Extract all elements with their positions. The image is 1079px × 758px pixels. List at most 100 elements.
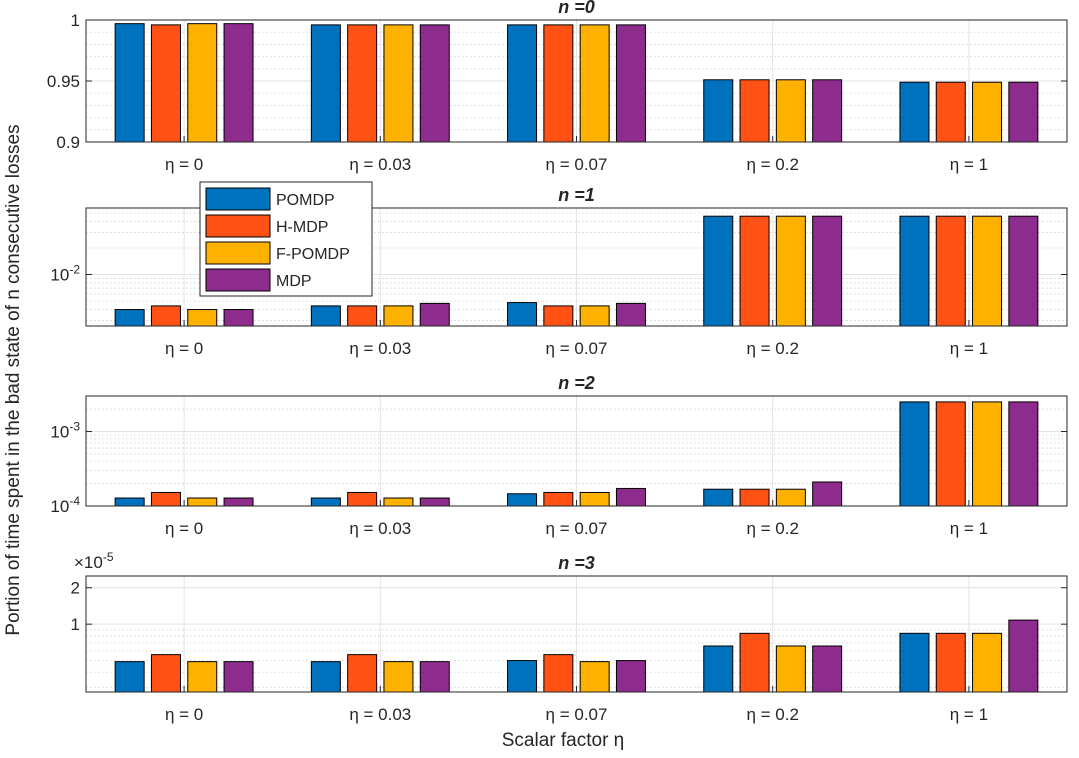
- bar-pomdp-0: [114, 497, 145, 507]
- bar-f-pomdp-3: [775, 645, 806, 693]
- y-tick-label: 2: [71, 579, 80, 598]
- bar-f-pomdp-4: [972, 401, 1003, 507]
- legend-swatch-f-pomdp: [205, 241, 271, 265]
- bar-pomdp-1: [310, 305, 341, 327]
- y-tick-label: 1: [71, 615, 80, 634]
- bar-mdp-1: [419, 661, 450, 693]
- bar-mdp-0: [223, 661, 254, 693]
- bar-h-mdp-2: [543, 305, 574, 327]
- y-tick-label: 10-3: [50, 420, 80, 442]
- bar-mdp-2: [615, 302, 646, 327]
- bar-pomdp-0: [114, 309, 145, 327]
- x-tick-label: η = 0.03: [349, 519, 411, 538]
- bar-mdp-2: [615, 24, 646, 143]
- bar-f-pomdp-0: [187, 661, 218, 693]
- y-axis-factor: ×10-5: [74, 550, 114, 572]
- x-tick-label: η = 0.03: [349, 155, 411, 174]
- bar-f-pomdp-1: [383, 497, 414, 507]
- bar-pomdp-4: [899, 81, 930, 143]
- bar-mdp-1: [419, 497, 450, 507]
- x-tick-label: η = 0.07: [546, 155, 608, 174]
- legend-label-f-pomdp: F-POMDP: [276, 246, 350, 263]
- legend-label-pomdp: POMDP: [276, 192, 335, 209]
- x-tick-label: η = 0.2: [746, 705, 798, 724]
- x-tick-label: η = 0.03: [349, 339, 411, 358]
- bar-pomdp-2: [507, 24, 538, 143]
- bar-f-pomdp-1: [383, 661, 414, 693]
- bar-f-pomdp-1: [383, 305, 414, 327]
- x-tick-label: η = 0.2: [746, 339, 798, 358]
- legend-label-h-mdp: H-MDP: [276, 219, 328, 236]
- bar-pomdp-1: [310, 497, 341, 507]
- x-tick-label: η = 0.07: [546, 705, 608, 724]
- bar-mdp-0: [223, 23, 254, 143]
- bar-h-mdp-3: [739, 215, 770, 327]
- bar-mdp-1: [419, 302, 450, 327]
- bar-h-mdp-0: [150, 305, 181, 327]
- panel-3: 1 2 η = 0 η = 0.03 η = 0.07 η = 0.2 η = 1 n =3 ×…: [71, 550, 1068, 724]
- bar-f-pomdp-0: [187, 309, 218, 327]
- bar-h-mdp-0: [150, 491, 181, 507]
- bar-f-pomdp-2: [579, 661, 610, 693]
- bar-f-pomdp-1: [383, 24, 414, 143]
- x-tick-label: η = 0.03: [349, 705, 411, 724]
- bar-pomdp-3: [703, 215, 734, 327]
- bar-mdp-3: [812, 481, 843, 507]
- bar-h-mdp-3: [739, 632, 770, 693]
- bar-h-mdp-4: [935, 632, 966, 693]
- x-tick-label: η = 0: [165, 155, 203, 174]
- legend-swatch-h-mdp: [205, 214, 271, 238]
- bar-f-pomdp-0: [187, 497, 218, 507]
- panels-layer: 0.9 0.95 1 η = 0 η = 0.03 η = 0.07 η = 0.2 η = …: [47, 0, 1068, 724]
- legend: POMDP H-MDP F-POMDP MDP: [199, 181, 373, 297]
- y-axis-label: Portion of time spent in the bad state o…: [3, 124, 24, 635]
- x-tick-label: η = 0: [165, 705, 203, 724]
- bar-mdp-0: [223, 497, 254, 507]
- bar-mdp-4: [1008, 401, 1039, 507]
- bar-f-pomdp-2: [579, 305, 610, 327]
- x-tick-label: η = 1: [950, 705, 988, 724]
- bar-f-pomdp-4: [972, 81, 1003, 143]
- legend-swatch-mdp: [205, 268, 271, 292]
- bar-f-pomdp-4: [972, 215, 1003, 327]
- legend-item-mdp: MDP: [205, 268, 312, 292]
- bar-h-mdp-2: [543, 654, 574, 693]
- bar-pomdp-0: [114, 661, 145, 693]
- panel-0: 0.9 0.95 1 η = 0 η = 0.03 η = 0.07 η = 0.2 η = …: [47, 0, 1068, 174]
- bar-f-pomdp-3: [775, 79, 806, 143]
- x-tick-label: η = 0.2: [746, 155, 798, 174]
- bar-mdp-3: [812, 645, 843, 693]
- bar-f-pomdp-2: [579, 24, 610, 143]
- panel-title: n =0: [558, 0, 595, 17]
- bar-f-pomdp-4: [972, 632, 1003, 693]
- x-axis-label: Scalar factor η: [502, 730, 625, 751]
- bar-mdp-2: [615, 660, 646, 693]
- legend-swatch-pomdp: [205, 187, 271, 211]
- x-tick-label: η = 1: [950, 339, 988, 358]
- y-tick-label: 10-2: [50, 263, 80, 285]
- x-tick-label: η = 0: [165, 519, 203, 538]
- panel-title: n =2: [558, 373, 595, 393]
- bar-pomdp-4: [899, 401, 930, 507]
- legend-item-pomdp: POMDP: [205, 187, 335, 211]
- bar-h-mdp-1: [347, 654, 378, 693]
- bar-h-mdp-2: [543, 24, 574, 143]
- bar-pomdp-3: [703, 79, 734, 143]
- bar-h-mdp-1: [347, 305, 378, 327]
- legend-label-mdp: MDP: [276, 273, 312, 290]
- bar-mdp-4: [1008, 215, 1039, 327]
- bar-mdp-3: [812, 215, 843, 327]
- bar-pomdp-2: [507, 302, 538, 327]
- y-tick-label: 10-4: [50, 494, 80, 516]
- bar-mdp-0: [223, 309, 254, 327]
- y-tick-label: 1: [71, 11, 80, 30]
- panel-title: n =3: [558, 553, 595, 573]
- bar-pomdp-2: [507, 493, 538, 507]
- bar-h-mdp-2: [543, 491, 574, 507]
- panel-1: 10-2 η = 0 η = 0.03 η = 0.07 η = 0.2 η = 1 n =…: [50, 185, 1068, 358]
- legend-item-h-mdp: H-MDP: [205, 214, 328, 238]
- bar-h-mdp-1: [347, 24, 378, 143]
- bar-pomdp-1: [310, 661, 341, 693]
- x-tick-label: η = 0.07: [546, 519, 608, 538]
